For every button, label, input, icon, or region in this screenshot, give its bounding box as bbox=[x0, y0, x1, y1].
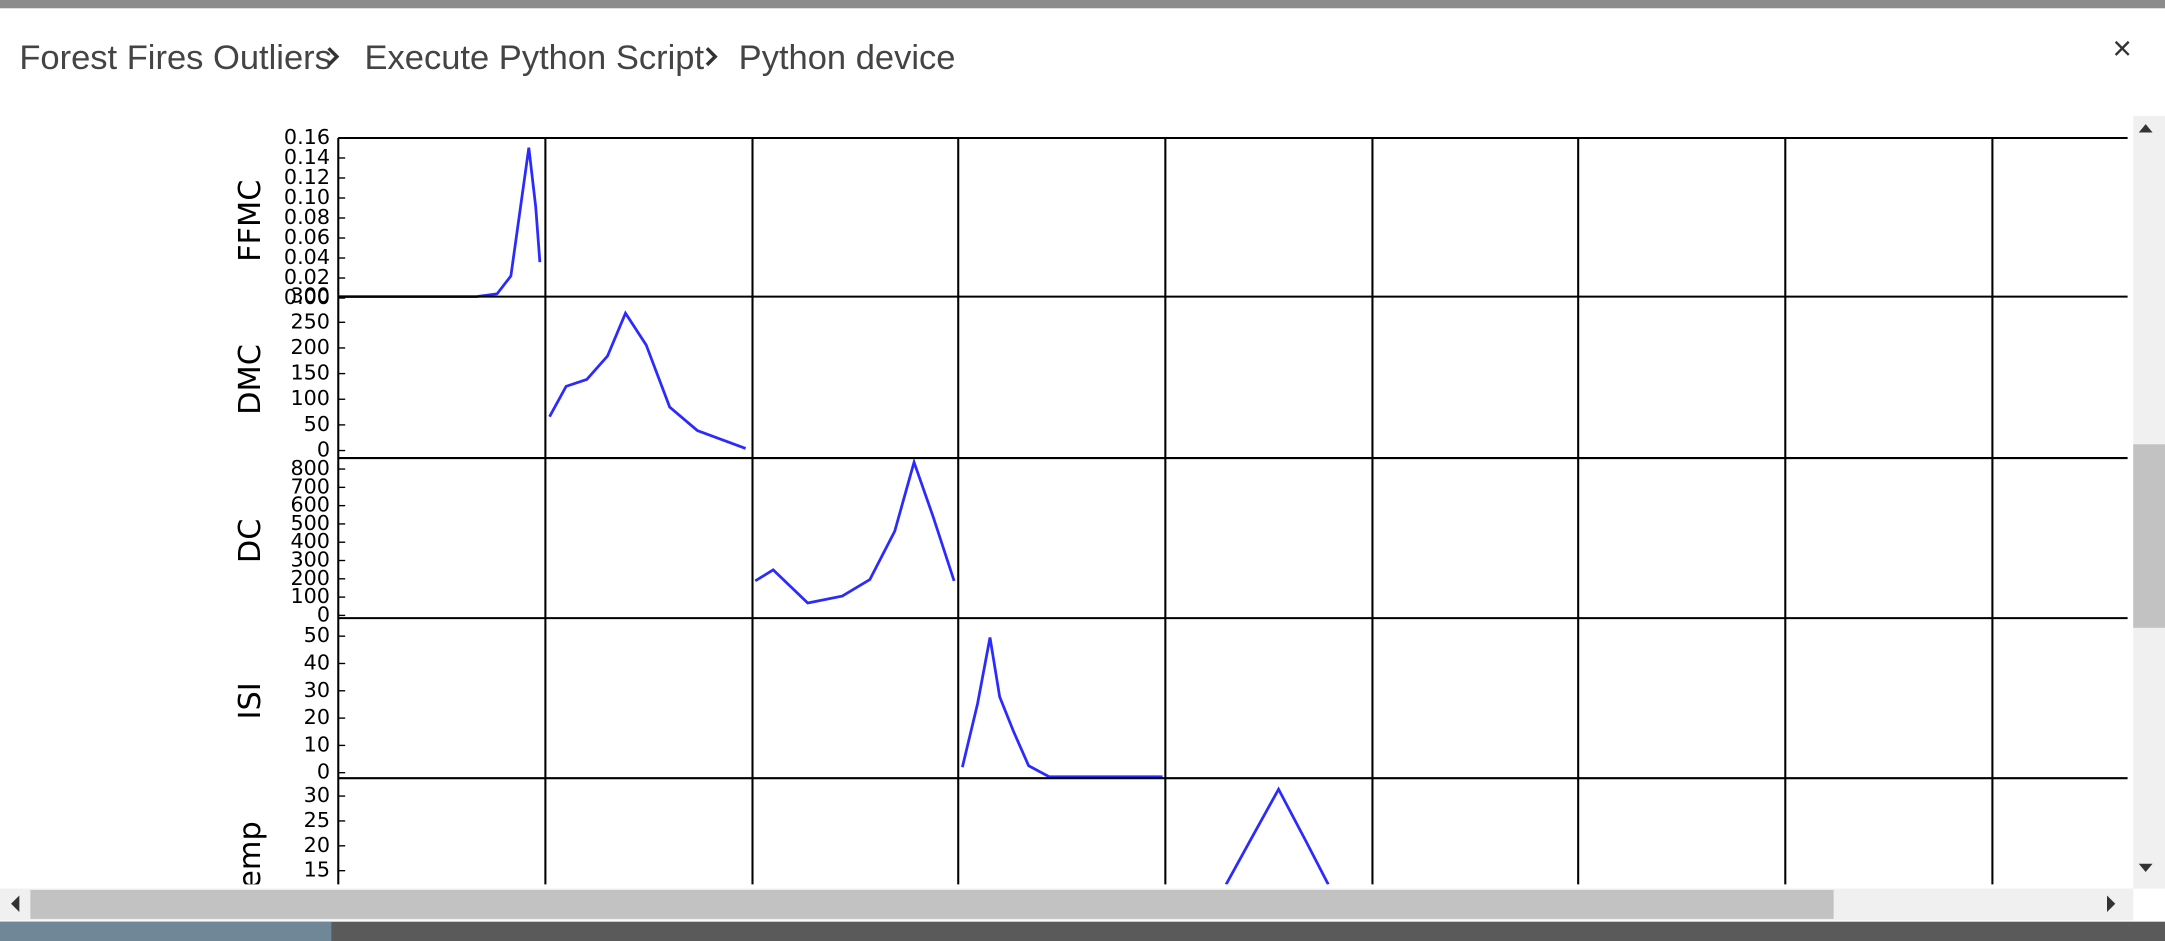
chevron bbox=[705, 47, 718, 67]
y-tick-label: 0 bbox=[317, 438, 330, 462]
y-tick-label: 300 bbox=[290, 284, 330, 308]
y-tick-label: 300 bbox=[290, 548, 330, 572]
y-tick-label: 700 bbox=[290, 474, 330, 498]
y-tick-label: 150 bbox=[290, 361, 330, 385]
bottom-strip bbox=[0, 921, 2165, 941]
axis-label: DC bbox=[233, 519, 268, 564]
y-tick-label: 0 bbox=[317, 760, 330, 784]
axis-label: temp bbox=[233, 821, 268, 900]
kde-curve bbox=[754, 457, 956, 605]
breadcrumb-item[interactable]: Python device bbox=[739, 39, 956, 77]
breadcrumb: Forest Fires Outliers Execute Python Scr… bbox=[19, 39, 955, 77]
horizontal-scroll-thumb[interactable] bbox=[30, 889, 1834, 919]
y-tick-label: 0.16 bbox=[284, 125, 330, 149]
y-tick-label: 50 bbox=[304, 623, 330, 647]
vertical-scroll-thumb[interactable] bbox=[2133, 444, 2165, 628]
kde-curve bbox=[961, 637, 1163, 779]
y-tick-label: 600 bbox=[290, 493, 330, 517]
y-tick-label: 200 bbox=[290, 566, 330, 590]
scatter-matrix: FFMC 0.000.020.040.060.080.100.120.140.16… bbox=[233, 125, 2128, 900]
y-tick-label: 0.10 bbox=[284, 185, 330, 209]
bottom-strip-left bbox=[0, 921, 332, 941]
y-tick-label: 200 bbox=[290, 335, 330, 359]
y-tick-label: 0.04 bbox=[284, 245, 330, 269]
y-tick-label: 0.02 bbox=[284, 265, 330, 289]
kde-curve bbox=[1224, 786, 1330, 885]
y-tick-label: 0.08 bbox=[284, 205, 330, 229]
axis-label: ISI bbox=[233, 682, 268, 719]
y-tick-label: 40 bbox=[304, 650, 330, 674]
axis-label: DMC bbox=[233, 344, 268, 415]
y-tick-label: 50 bbox=[304, 412, 330, 436]
scroll-down[interactable] bbox=[2138, 863, 2153, 873]
scroll-up[interactable] bbox=[2138, 124, 2153, 133]
scroll-right[interactable] bbox=[2107, 895, 2116, 913]
y-tick-label: 30 bbox=[304, 783, 330, 807]
breadcrumb-item[interactable]: Forest Fires Outliers bbox=[19, 39, 332, 77]
y-tick-label: 20 bbox=[304, 833, 330, 857]
background-strip bbox=[0, 0, 2165, 9]
y-tick-label: 15 bbox=[304, 858, 330, 882]
y-tick-label: 0.14 bbox=[284, 145, 330, 169]
chevron bbox=[327, 47, 340, 67]
y-tick-label: 0.00 bbox=[284, 285, 330, 309]
close-button[interactable]: × bbox=[2113, 30, 2132, 67]
y-tick-label: 100 bbox=[290, 386, 330, 410]
breadcrumb-item[interactable]: Execute Python Script bbox=[365, 39, 705, 77]
y-tick-label: 800 bbox=[290, 456, 330, 480]
y-tick-label: 10 bbox=[304, 732, 330, 756]
y-tick-label: 400 bbox=[290, 529, 330, 553]
y-tick-label: 250 bbox=[290, 309, 330, 333]
kde-curve bbox=[548, 310, 747, 450]
y-tick-label: 0 bbox=[317, 602, 330, 626]
y-tick-label: 0.06 bbox=[284, 225, 330, 249]
y-tick-label: 20 bbox=[304, 705, 330, 729]
y-tick-label: 25 bbox=[304, 808, 330, 832]
y-tick-label: 500 bbox=[290, 511, 330, 535]
y-tick-label: 0.12 bbox=[284, 165, 330, 189]
axis-label: FFMC bbox=[233, 180, 268, 262]
y-tick-label: 100 bbox=[290, 584, 330, 608]
y-tick-label: 30 bbox=[304, 678, 330, 702]
scroll-left[interactable] bbox=[11, 895, 20, 913]
